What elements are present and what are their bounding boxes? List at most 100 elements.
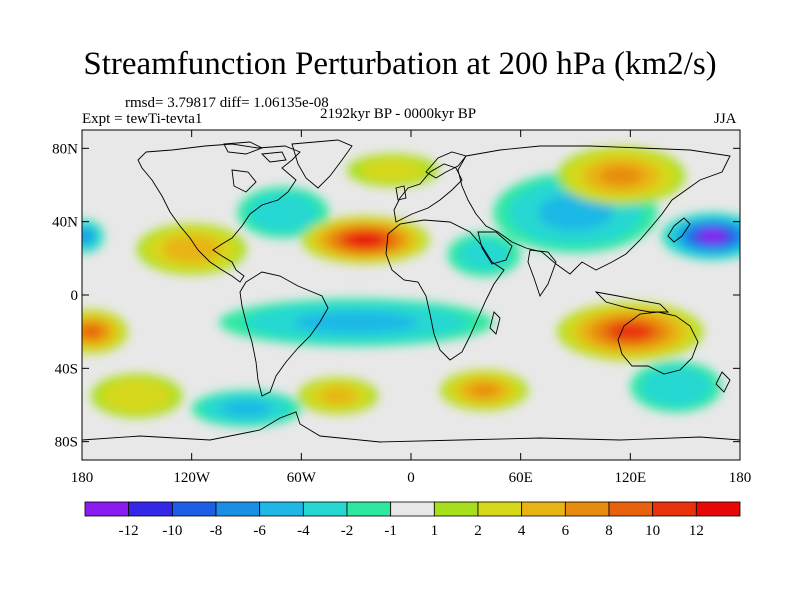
anomaly-contour: [538, 194, 613, 231]
anomaly-contour: [82, 325, 102, 338]
plot-title: Streamfunction Perturbation at 200 hPa (…: [83, 46, 717, 82]
coast-africa: [385, 219, 505, 361]
lon-tick-label: 180: [729, 470, 752, 486]
colorbar-swatch: [477, 501, 523, 517]
colorbar-label: 1: [431, 523, 439, 539]
anomaly-contour: [640, 366, 712, 407]
anomaly-8: [301, 216, 430, 264]
anomaly-contour: [458, 238, 511, 271]
anomaly-contour: [293, 311, 419, 334]
colorbar-label: -2: [341, 523, 354, 539]
anomaly-16: [347, 153, 439, 187]
coast-new-zealand: [715, 371, 731, 393]
colorbar-label: -6: [253, 523, 266, 539]
anomaly-7: [447, 232, 521, 277]
anomaly-contour: [101, 378, 173, 413]
lat-tick-label: 0: [71, 288, 79, 304]
anomaly-contour: [360, 158, 426, 183]
experiment-label: Expt = tewTi-tevta1: [82, 111, 203, 127]
coastlines: [82, 139, 740, 443]
lat-tick-label: 80S: [55, 435, 78, 451]
coast-japan: [667, 217, 691, 243]
anomaly-contour: [319, 387, 357, 405]
colorbar: -12 -10 -8 -6 -4 -2 -1 1 2 4 6 8 10 12: [84, 501, 741, 539]
colorbar-swatch: [128, 501, 173, 517]
season-label: JJA: [714, 111, 737, 127]
colorbar-label: -4: [297, 523, 310, 539]
colorbar-label: 2: [474, 523, 482, 539]
coast-india: [527, 249, 557, 298]
anomaly-contour: [82, 230, 92, 242]
anomaly-field: [82, 146, 740, 427]
coast-indonesia: [594, 291, 670, 313]
anomaly-contour: [347, 233, 384, 247]
anomaly-contour: [469, 383, 499, 398]
anomaly-contour: [162, 235, 222, 263]
anomaly-1: [82, 219, 104, 253]
anomaly-contour: [221, 400, 272, 417]
anomaly-11: [557, 146, 686, 206]
colorbar-swatch: [346, 501, 392, 517]
colorbar-swatch: [390, 501, 435, 517]
colorbar-swatch: [84, 501, 130, 517]
anomaly-13: [136, 223, 247, 275]
colorbar-swatch: [608, 501, 654, 517]
colorbar-swatch: [695, 501, 741, 517]
coast-scandinavia: [425, 151, 467, 179]
lat-tick-label: 40N: [52, 215, 78, 231]
anomaly-contour: [698, 229, 727, 244]
colorbar-swatch: [433, 501, 479, 517]
colorbar-swatch: [259, 501, 304, 517]
colorbar-swatch: [652, 501, 697, 517]
lon-tick-label: 120E: [614, 470, 646, 486]
coast-europe: [393, 163, 463, 223]
anomaly-5: [630, 361, 722, 413]
colorbar-swatch: [302, 501, 348, 517]
anomaly-12: [440, 370, 528, 411]
lon-tick-label: 60W: [287, 470, 317, 486]
stats-line: rmsd= 3.79817 diff= 1.06135e-08: [125, 95, 329, 111]
anomaly-6: [237, 186, 329, 239]
coast-arctic-islands: [223, 141, 287, 163]
colorbar-label: 6: [562, 523, 570, 539]
period-label: 2192kyr BP - 0000kyr BP: [320, 106, 477, 122]
colorbar-swatch: [215, 501, 261, 517]
colorbar-label: 8: [605, 523, 613, 539]
anomaly-14: [297, 377, 379, 415]
lat-tick-label: 80N: [52, 141, 78, 157]
coast-north-america: [137, 143, 301, 283]
coast-hudson-bay: [231, 169, 257, 193]
lon-tick-label: 120W: [173, 470, 211, 486]
coast-south-america: [239, 271, 329, 397]
lon-tick-label: 180: [71, 470, 94, 486]
lat-tick-label: 40S: [55, 361, 78, 377]
colorbar-label: -8: [210, 523, 223, 539]
colorbar-swatch: [521, 501, 566, 517]
colorbar-label: -12: [119, 523, 139, 539]
lon-tick-label: 0: [407, 470, 415, 486]
coast-australia: [617, 311, 699, 375]
coast-asia: [457, 145, 731, 275]
anomaly-contour: [247, 192, 319, 233]
colorbar-label: 10: [645, 523, 660, 539]
lon-tick-label: 60E: [509, 470, 533, 486]
anomaly-4: [191, 390, 302, 427]
map-axes: 80N 40N 0 40S 80S 180 120W 60W 0 60E 120E 180: [52, 130, 751, 486]
colorbar-label: 4: [518, 523, 526, 539]
coast-antarctica: [82, 411, 740, 443]
colorbar-swatch: [564, 501, 610, 517]
anomaly-3: [219, 298, 494, 347]
colorbar-label: 12: [689, 523, 704, 539]
coast-arabia: [477, 231, 513, 265]
coast-britain: [395, 185, 407, 201]
anomaly-0: [661, 212, 740, 261]
colorbar-swatch: [171, 501, 217, 517]
anomaly-contour: [609, 323, 651, 340]
anomaly-contour: [599, 166, 643, 186]
colorbar-label: -10: [162, 523, 182, 539]
coast-greenland: [291, 139, 353, 189]
anomaly-9: [557, 302, 704, 361]
anomaly-10: [82, 309, 128, 354]
anomaly-15: [91, 373, 183, 418]
